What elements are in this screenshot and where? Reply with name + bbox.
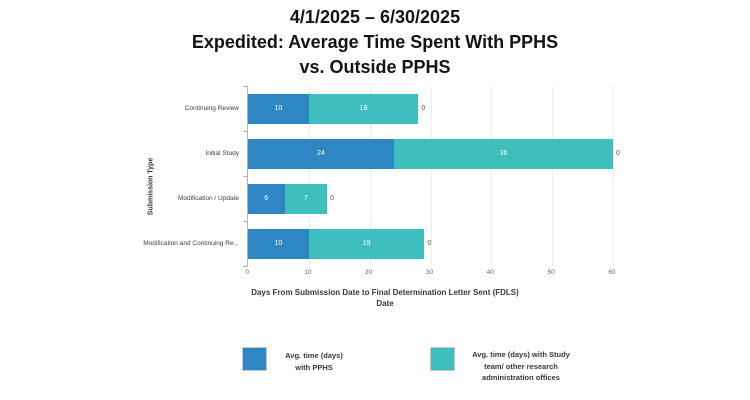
bar-value-label: 36 [499,150,508,157]
bar-end-label: 0 [616,149,620,157]
bar-segment-outside-pphs[interactable]: 18 [308,93,419,124]
chart-title: 4/1/2025 – 6/30/2025 Expedited: Average … [0,5,750,80]
chart-title-line-1: 4/1/2025 – 6/30/2025 [289,7,461,27]
legend-label-study-team: Avg. time (days) with Study team/ other … [472,350,570,382]
category-label: Modification / Update [177,195,239,202]
gridline [308,86,310,266]
chart-title-line-2: Expedited: Average Time Spent With PPHS [191,32,559,52]
legend-swatch-pphs[interactable] [242,347,267,371]
gridline [369,86,371,266]
x-tick-label: 40 [486,269,494,276]
y-axis-category-labels: Continuing Review Initial Study Modificati… [0,86,243,266]
bar-end-label: 0 [421,104,426,112]
chart-title-line-3: vs. Outside PPHS [299,57,451,77]
y-axis-tick [243,86,248,87]
x-axis-title: Days From Submission Date to Final Deter… [251,288,519,308]
bar-end-label: 0 [330,194,334,202]
category-label: Continuing Review [184,105,239,112]
y-axis-tick [243,266,248,267]
bar-value-label: 7 [303,195,308,202]
bar-value-label: 10 [274,240,283,247]
bar-value-label: 19 [362,240,371,247]
gridline [552,86,554,266]
bar-end-label: 0 [427,239,432,247]
x-tick-label: 60 [608,269,616,276]
y-axis-tick [243,176,248,177]
bar-segment-outside-pphs[interactable]: 19 [308,228,425,259]
bar-value-label: 10 [274,105,283,112]
x-tick-label: 10 [304,269,312,276]
bar-value-label: 18 [359,105,368,112]
x-axis-tick-labels: 0 10 20 30 40 50 60 [245,269,615,279]
legend-label-pphs: Avg. time (days) with PPHS [285,351,343,372]
bar-segment-pphs[interactable]: 24 [248,138,394,169]
category-label: Modification and Continuing Re... [143,240,239,247]
y-axis-tick [243,131,248,132]
bar-value-label: 6 [264,195,269,202]
bar-segment-outside-pphs[interactable]: 7 [284,183,328,214]
category-label: Initial Study [205,150,239,157]
x-tick-label: 0 [245,269,249,276]
x-tick-label: 30 [425,269,434,276]
bar-segment-outside-pphs[interactable]: 36 [394,138,613,169]
gridline [613,86,614,266]
x-tick-label: 50 [547,269,555,276]
gridline [491,86,493,266]
gridline [430,86,432,266]
bar-segment-pphs[interactable]: 6 [248,183,285,214]
bar-segment-pphs[interactable]: 10 [248,93,309,124]
bar-value-label: 24 [317,150,325,157]
y-axis-tick [243,221,248,222]
plot-area: 10 18 0 24 36 0 6 7 0 10 19 0 [243,86,620,267]
x-tick-label: 20 [365,269,373,276]
bar-segment-pphs[interactable]: 10 [248,228,309,259]
legend-swatch-study-team[interactable] [430,347,455,371]
